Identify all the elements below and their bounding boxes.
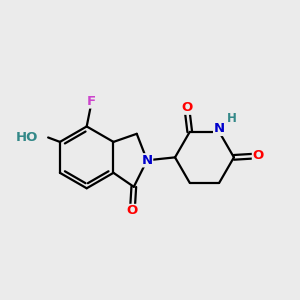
Text: N: N: [214, 122, 225, 135]
Text: HO: HO: [16, 131, 38, 144]
Text: N: N: [142, 154, 153, 167]
Text: O: O: [127, 205, 138, 218]
Text: O: O: [252, 149, 264, 162]
Text: H: H: [226, 112, 236, 125]
Text: O: O: [181, 101, 192, 114]
Text: F: F: [86, 95, 96, 108]
